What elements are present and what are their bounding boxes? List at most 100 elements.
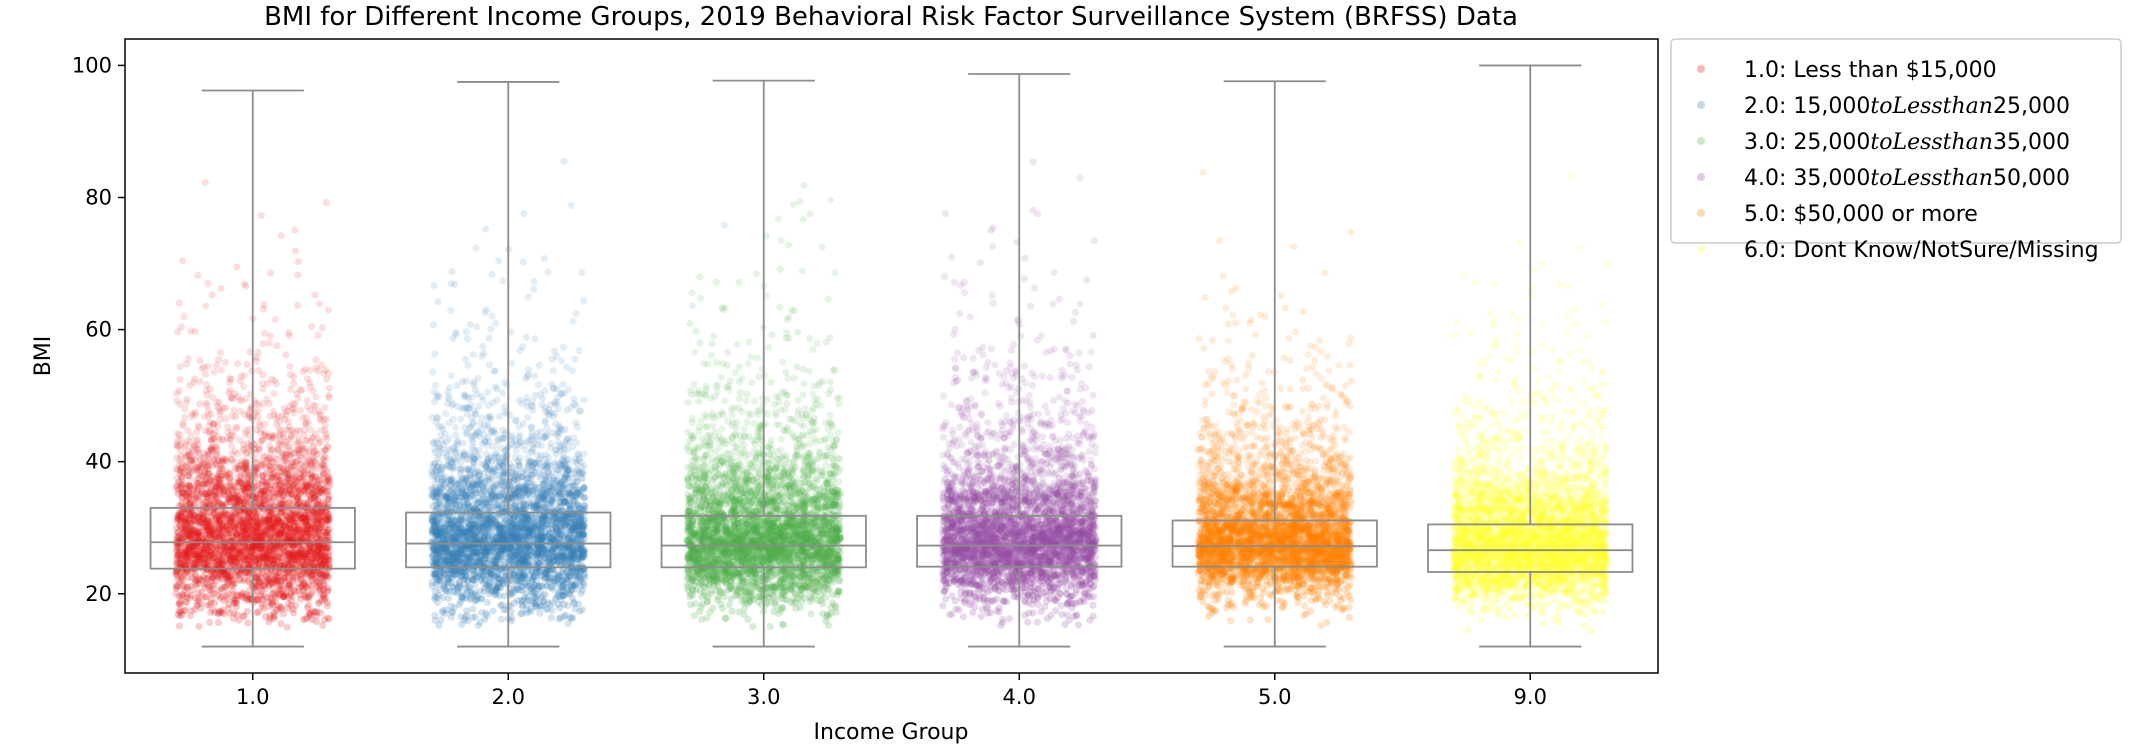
strip-point	[306, 383, 314, 391]
strip-point	[205, 465, 213, 474]
strip-point	[200, 512, 208, 520]
strip-point	[300, 553, 308, 561]
strip-point	[246, 561, 254, 570]
strip-point	[265, 602, 273, 611]
strip-point	[199, 515, 207, 523]
strip-point	[304, 601, 312, 609]
strip-point	[281, 590, 289, 598]
strip-point	[269, 561, 277, 569]
strip-point	[201, 477, 209, 485]
strip-point	[261, 497, 269, 505]
strip-point	[219, 524, 227, 532]
strip-point	[287, 490, 296, 498]
strip-point	[214, 356, 223, 364]
strip-point	[175, 431, 183, 439]
chart-title: BMI for Different Income Groups, 2019 Be…	[264, 2, 1518, 32]
strip-point	[191, 594, 200, 602]
strip-point	[305, 595, 313, 603]
strip-point	[291, 551, 299, 559]
strip-point	[261, 452, 269, 460]
strip-point	[298, 515, 306, 523]
strip-point	[276, 548, 284, 556]
strip-point	[236, 436, 244, 444]
strip-point	[214, 422, 222, 430]
strip-point	[257, 212, 265, 220]
strip-point	[325, 574, 333, 582]
strip-point	[298, 386, 306, 394]
strip-point	[183, 484, 191, 492]
strip-point	[284, 581, 293, 589]
strip-point	[184, 354, 192, 363]
strip-point	[267, 463, 275, 471]
strip-point	[229, 566, 237, 574]
strip-point	[318, 596, 326, 605]
strip-point	[192, 581, 201, 590]
strip-point	[190, 441, 198, 450]
strip-point	[314, 367, 322, 375]
strip-point	[267, 568, 275, 577]
strip-point	[175, 299, 183, 307]
strip-point	[279, 430, 287, 438]
strip-point	[294, 271, 302, 279]
strip-point	[244, 513, 252, 522]
strip-point	[301, 420, 309, 428]
strip-point	[321, 404, 329, 412]
strip-point	[203, 381, 211, 389]
strip-point	[300, 560, 308, 569]
strip-point	[258, 477, 267, 486]
strip-point	[194, 513, 202, 521]
strip-point	[216, 594, 225, 602]
strip-point	[289, 399, 297, 408]
strip-point	[286, 516, 294, 524]
strip-point	[301, 365, 309, 373]
strip-point	[219, 524, 227, 532]
strip-point	[176, 609, 184, 617]
strip-point	[321, 433, 329, 441]
strip-point	[237, 372, 245, 380]
strip-point	[175, 622, 183, 630]
strip-point	[311, 530, 319, 538]
strip-point	[215, 518, 223, 526]
strip-point	[315, 598, 324, 606]
strip-point	[210, 510, 218, 519]
strip-point	[263, 576, 272, 584]
strip-point	[175, 599, 184, 607]
strip-point	[285, 332, 293, 340]
strip-point	[173, 528, 181, 537]
strip-point	[194, 496, 202, 504]
strip-point	[257, 583, 265, 591]
strip-point	[194, 600, 202, 608]
strip-point	[310, 494, 319, 502]
strip-point	[191, 559, 199, 567]
strip-point	[294, 394, 302, 402]
strip-point	[325, 384, 333, 392]
strip-point	[322, 199, 330, 207]
strip-point	[296, 406, 305, 414]
strip-point	[186, 500, 194, 508]
strip-point	[227, 581, 235, 590]
strip-point	[312, 393, 320, 401]
strip-point	[299, 528, 307, 536]
strip-point	[176, 479, 185, 487]
strip-point	[228, 442, 236, 450]
strip-point	[194, 589, 202, 597]
strip-point	[273, 342, 281, 350]
strip-point	[247, 403, 255, 411]
strip-point	[469, 605, 477, 613]
strip-point	[271, 528, 279, 536]
strip-point	[279, 530, 287, 539]
strip-point	[471, 613, 479, 621]
strip-point	[218, 520, 226, 528]
strip-point	[306, 425, 314, 434]
strip-point	[266, 594, 275, 602]
strip-point	[248, 553, 256, 561]
strip-point	[262, 487, 270, 495]
strip-point	[254, 407, 262, 415]
strip-point	[314, 331, 322, 339]
strip-point	[211, 483, 219, 491]
strip-point	[187, 327, 195, 335]
strip-point	[223, 434, 232, 443]
strip-point	[204, 407, 212, 415]
strip-point	[176, 363, 184, 371]
strip-point	[299, 545, 307, 553]
